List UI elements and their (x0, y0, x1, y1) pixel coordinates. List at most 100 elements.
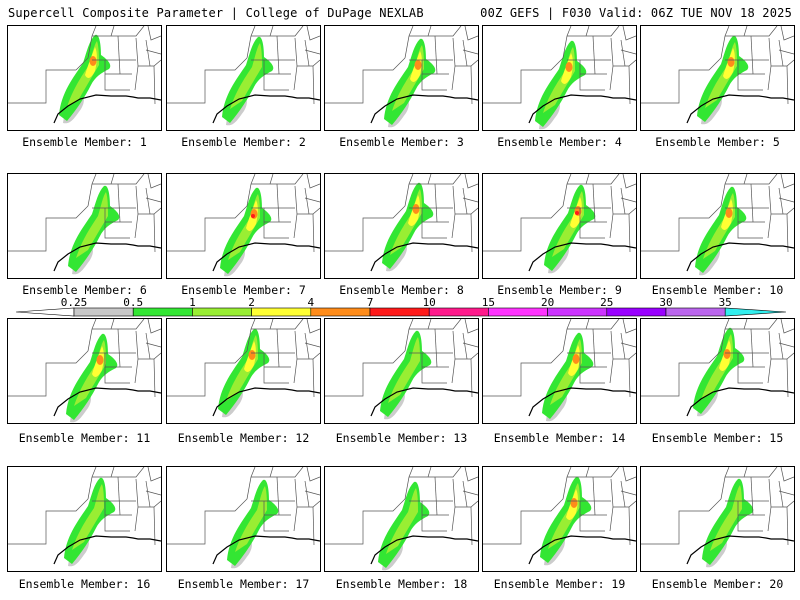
scp-shading-lightgreen (548, 483, 580, 549)
ensemble-map-panel (166, 318, 321, 424)
state-boundary (276, 183, 280, 223)
colorbar-tick-label: 7 (367, 296, 374, 309)
state-boundary (312, 65, 315, 105)
ensemble-member-caption: Ensemble Member: 11 (18, 431, 151, 445)
colorbar-segment (428, 307, 489, 317)
state-boundary (470, 506, 473, 546)
state-boundary (87, 319, 97, 352)
state-boundary (622, 467, 636, 482)
scp-shading-orange (412, 204, 420, 214)
state-boundary (737, 60, 763, 91)
gulf-coastline (686, 242, 794, 272)
state-boundary (725, 26, 778, 37)
state-boundary (325, 498, 406, 545)
state-boundary (483, 350, 564, 397)
state-boundary (743, 319, 748, 330)
ensemble-map-panel (166, 466, 321, 572)
state-boundary (304, 480, 310, 508)
state-boundary (579, 501, 605, 532)
state-boundary (134, 185, 139, 239)
colorbar-tick-label: 20 (541, 296, 554, 309)
state-boundary (251, 467, 304, 478)
state-boundary (641, 350, 722, 397)
state-boundary (421, 501, 447, 532)
state-boundary (609, 37, 614, 91)
state-boundary (145, 197, 161, 203)
state-boundary (421, 353, 447, 384)
state-boundary (147, 319, 161, 334)
state-boundary (609, 478, 614, 532)
state-boundary (462, 342, 478, 348)
state-boundary (104, 208, 130, 239)
state-boundary (579, 208, 605, 239)
scp-map (325, 319, 478, 420)
state-boundary (592, 476, 596, 516)
state-boundary (134, 37, 139, 91)
state-boundary (562, 174, 572, 207)
state-boundary (778, 480, 784, 508)
ensemble-member-caption: Ensemble Member: 20 (651, 577, 784, 591)
scp-shading-lightgreen (703, 193, 735, 259)
ensemble-map-panel (166, 173, 321, 279)
ensemble-map-panel (482, 173, 637, 279)
state-boundary (145, 332, 151, 360)
state-boundary (464, 467, 478, 482)
state-boundary (117, 328, 121, 368)
scp-shading-orange (248, 350, 256, 360)
state-boundary (306, 174, 320, 189)
scp-shading-orange (570, 498, 578, 508)
gulf-coastline (370, 387, 478, 417)
ensemble-map-panel (7, 173, 162, 279)
scp-shading-orange (723, 349, 731, 359)
scp-shading-lightgreen (235, 486, 267, 552)
state-boundary (567, 26, 620, 37)
state-boundary (737, 353, 763, 384)
state-boundary (592, 183, 596, 223)
state-boundary (145, 187, 151, 215)
scp-map (483, 319, 636, 422)
gulf-coastline (212, 94, 320, 124)
state-boundary (293, 37, 298, 91)
state-boundary (145, 342, 161, 348)
state-boundary (304, 332, 310, 360)
state-boundary (725, 174, 778, 185)
scp-shading-orange (89, 56, 97, 66)
state-boundary (451, 330, 456, 384)
state-boundary (750, 183, 754, 223)
scp-shading-lightgreen (388, 337, 420, 403)
scp-map (167, 26, 320, 126)
state-boundary (304, 197, 320, 203)
state-boundary (786, 213, 789, 253)
state-boundary (306, 26, 320, 41)
state-boundary (8, 350, 89, 397)
scp-shading-orange (414, 60, 422, 70)
state-boundary (293, 185, 298, 239)
state-boundary (592, 328, 596, 368)
state-boundary (110, 174, 115, 185)
state-boundary (743, 467, 748, 478)
state-boundary (767, 185, 772, 239)
state-boundary (304, 342, 320, 348)
state-boundary (269, 319, 274, 330)
state-boundary (104, 60, 130, 91)
state-boundary (780, 174, 794, 189)
state-boundary (104, 353, 130, 384)
state-boundary (464, 26, 478, 41)
state-boundary (567, 467, 620, 478)
ensemble-member-caption: Ensemble Member: 3 (339, 135, 464, 149)
ensemble-map-panel (482, 318, 637, 424)
gulf-coastline (370, 535, 478, 565)
state-boundary (462, 39, 468, 67)
state-boundary (592, 35, 596, 75)
state-boundary (585, 174, 590, 185)
ensemble-map-panel (7, 25, 162, 131)
state-boundary (153, 213, 156, 253)
state-boundary (325, 205, 406, 252)
scp-map (325, 467, 478, 571)
ensemble-member-caption: Ensemble Member: 1 (22, 135, 147, 149)
state-boundary (620, 39, 626, 67)
scp-map (8, 174, 161, 275)
state-boundary (786, 506, 789, 546)
state-boundary (134, 330, 139, 384)
state-boundary (304, 187, 310, 215)
